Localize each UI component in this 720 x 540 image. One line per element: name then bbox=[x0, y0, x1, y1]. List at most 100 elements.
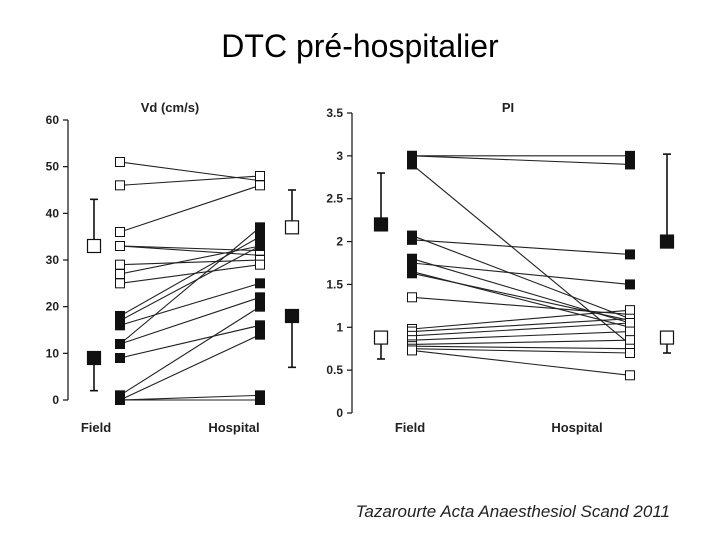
pi-open-point bbox=[625, 326, 635, 337]
pi-y-tick-label: 1 bbox=[336, 320, 343, 334]
vd-series-line bbox=[119, 226, 261, 345]
vd-filled-point bbox=[115, 353, 125, 363]
vd-filled-point bbox=[255, 222, 265, 233]
vd-filled-point bbox=[115, 395, 125, 405]
vd-category-label-field: Field bbox=[81, 420, 111, 435]
pi-open-point bbox=[625, 305, 635, 316]
vd-summary-mean-filled bbox=[86, 350, 102, 366]
pi-filled-point bbox=[407, 268, 417, 279]
pi-chart-title: PI bbox=[502, 100, 514, 115]
vd-y-tick-label: 40 bbox=[46, 206, 60, 220]
pi-series-line bbox=[411, 239, 631, 255]
vd-filled-point bbox=[115, 339, 125, 349]
pi-filled-point bbox=[407, 258, 417, 268]
pi-summary-mean-filled bbox=[659, 234, 675, 249]
pi-filled-point bbox=[625, 249, 635, 260]
citation: Tazarourte Acta Anaesthesiol Scand 2011 bbox=[355, 502, 670, 521]
vd-open-point bbox=[115, 269, 125, 279]
vd-filled-point bbox=[255, 241, 265, 251]
vd-series-line bbox=[119, 184, 261, 233]
vd-y-tick-label: 0 bbox=[52, 393, 59, 407]
pi-category-label-field: Field bbox=[395, 420, 425, 435]
vd-filled-point bbox=[255, 320, 265, 331]
pi-series-line bbox=[411, 164, 631, 345]
pi-filled-point bbox=[625, 159, 635, 170]
vd-open-point bbox=[115, 180, 125, 191]
pi-series-line bbox=[411, 348, 631, 354]
pi-open-point bbox=[625, 318, 635, 328]
vd-series-line bbox=[119, 306, 261, 396]
vd-filled-point bbox=[255, 231, 265, 242]
vd-series-line bbox=[119, 175, 261, 186]
slide-title: DTC pré-hospitalier bbox=[221, 28, 499, 64]
vd-y-tick-label: 50 bbox=[46, 160, 60, 174]
vd-series-line bbox=[119, 245, 261, 256]
vd-series-line bbox=[119, 264, 261, 284]
pi-summary-mean-open bbox=[373, 330, 389, 345]
pi-series-line bbox=[411, 235, 631, 320]
vd-filled-point bbox=[255, 301, 265, 312]
vd-summary-mean-filled bbox=[284, 308, 300, 324]
pi-filled-point bbox=[407, 150, 417, 161]
pi-open-point bbox=[625, 348, 635, 358]
pi-y-tick-label: 3 bbox=[336, 149, 343, 163]
pi-y-tick-label: 2.5 bbox=[326, 192, 343, 206]
pi-series-line bbox=[411, 349, 631, 376]
pi-series-line bbox=[411, 296, 631, 315]
vd-summary-mean-open bbox=[86, 238, 102, 254]
vd-open-point bbox=[115, 241, 125, 251]
pi-filled-point bbox=[407, 234, 417, 245]
vd-open-point bbox=[115, 227, 125, 237]
pi-filled-point bbox=[407, 159, 417, 170]
pi-y-tick-label: 3.5 bbox=[326, 106, 343, 120]
vd-series-line bbox=[119, 236, 261, 317]
vd-open-point bbox=[115, 259, 125, 270]
pi-series-line bbox=[411, 339, 631, 345]
vd-filled-point bbox=[115, 320, 125, 331]
vd-open-point bbox=[115, 278, 125, 289]
vd-series-line bbox=[119, 245, 261, 275]
pi-filled-point bbox=[625, 279, 635, 290]
vd-summary-mean-open bbox=[284, 220, 300, 235]
pi-series-line bbox=[411, 262, 631, 285]
vd-open-point bbox=[255, 259, 265, 270]
vd-open-point bbox=[255, 171, 265, 181]
vd-series-line bbox=[119, 394, 261, 401]
pi-open-point bbox=[625, 370, 635, 381]
pi-open-point bbox=[625, 335, 635, 346]
pi-category-label-hospital: Hospital bbox=[551, 420, 602, 435]
vd-open-point bbox=[115, 157, 125, 167]
vd-filled-point bbox=[255, 292, 265, 303]
vd-y-tick-label: 20 bbox=[46, 300, 60, 314]
pi-series-line bbox=[411, 345, 631, 350]
pi-y-tick-label: 2 bbox=[336, 235, 343, 249]
pi-open-point bbox=[407, 292, 417, 303]
vd-series-line bbox=[119, 259, 261, 266]
vd-series-line bbox=[119, 282, 261, 326]
pi-y-tick-label: 0 bbox=[336, 406, 343, 420]
vd-category-label-hospital: Hospital bbox=[208, 420, 259, 435]
pi-filled-point bbox=[625, 150, 635, 161]
vd-y-tick-label: 10 bbox=[46, 346, 60, 360]
vd-series-line bbox=[119, 245, 261, 322]
vd-series-line bbox=[119, 334, 261, 401]
pi-series-line bbox=[411, 331, 631, 341]
pi-open-point bbox=[407, 345, 417, 356]
pi-series-line bbox=[411, 272, 631, 321]
vd-series-line bbox=[119, 324, 261, 359]
vd-filled-point bbox=[255, 278, 265, 289]
pi-series-line bbox=[411, 155, 631, 165]
pi-series-line bbox=[411, 309, 631, 330]
pi-series-line bbox=[411, 318, 631, 333]
pi-summary-mean-filled bbox=[373, 217, 389, 232]
pi-y-tick-label: 0.5 bbox=[326, 363, 343, 377]
pi-y-tick-label: 1.5 bbox=[326, 277, 343, 291]
vd-y-tick-label: 30 bbox=[46, 253, 60, 267]
pi-series-line bbox=[411, 322, 631, 337]
vd-open-point bbox=[255, 180, 265, 191]
vd-chart-title: Vd (cm/s) bbox=[141, 100, 200, 115]
vd-y-tick-label: 60 bbox=[46, 113, 60, 127]
pi-summary-mean-open bbox=[659, 330, 675, 345]
vd-series-line bbox=[119, 296, 261, 345]
